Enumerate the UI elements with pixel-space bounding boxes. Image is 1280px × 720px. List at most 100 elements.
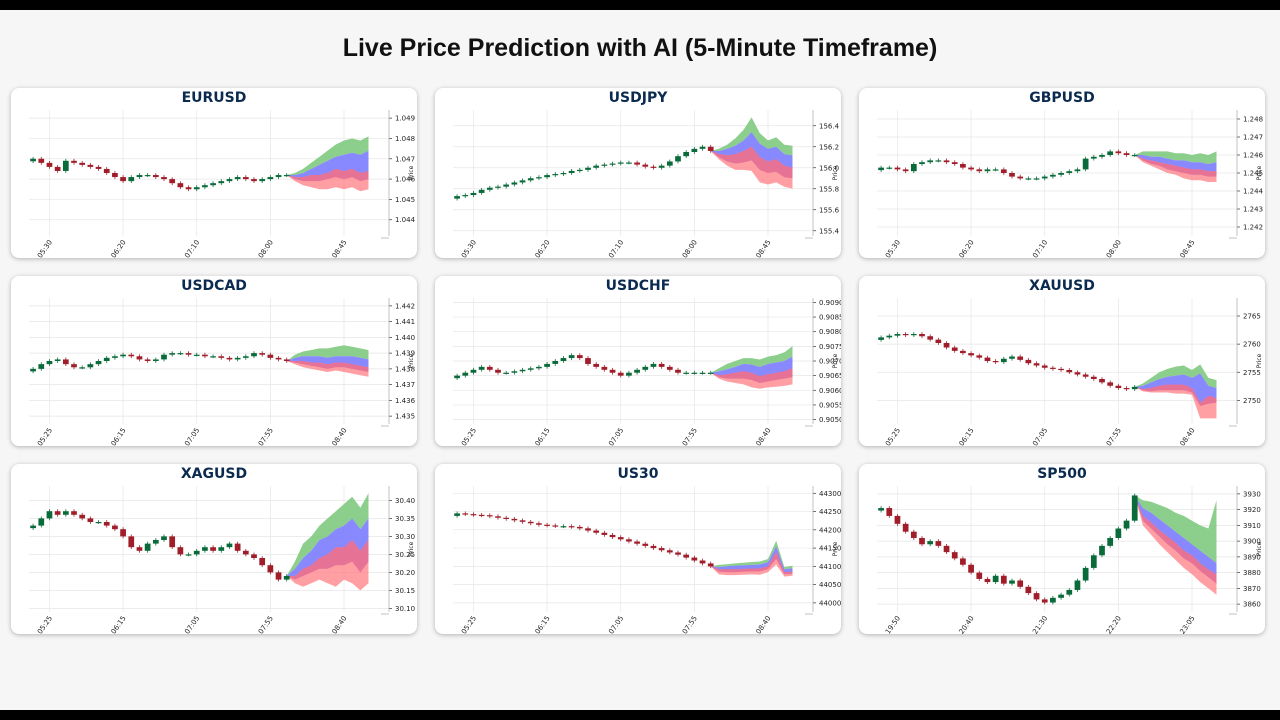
candle-bull — [95, 361, 102, 365]
y-tick-label: 0.9055 — [819, 401, 841, 409]
candle-bear — [71, 511, 77, 515]
candle-bear — [910, 531, 917, 538]
y-tick-label: 155.6 — [819, 206, 840, 214]
candle-bull — [634, 369, 640, 373]
candle-bull — [691, 148, 698, 152]
candle-bull — [707, 372, 714, 374]
y-tick-label: 1.435 — [395, 413, 415, 421]
candle-bear — [527, 521, 534, 524]
candle-bull — [536, 177, 542, 179]
x-tick-label: 06:20 — [534, 239, 552, 258]
x-tick-label: 05:30 — [36, 239, 54, 258]
candle-bear — [968, 167, 974, 170]
x-tick-label: 06:20 — [110, 239, 128, 258]
x-tick-label: 05:25 — [36, 615, 54, 634]
y-tick-label: 156.2 — [819, 143, 839, 151]
candle-bear — [658, 363, 665, 367]
forecast-band-blue — [710, 546, 793, 573]
x-tick-label: 08:40 — [755, 615, 773, 634]
candle-bull — [511, 182, 518, 185]
candle-bear — [902, 334, 909, 336]
forecast-band-blue — [286, 518, 369, 576]
x-tick-label: 07:55 — [681, 427, 699, 446]
candle-bull — [202, 547, 208, 551]
candle-bull — [927, 541, 934, 545]
candle-bear — [675, 552, 681, 555]
candle-bull — [699, 372, 706, 374]
y-tick-label: 1.248 — [1243, 116, 1263, 124]
candle-bear — [585, 528, 591, 531]
candle-bear — [968, 564, 974, 573]
candle-bull — [1009, 356, 1015, 359]
candle-bear — [1082, 374, 1089, 377]
y-tick-label: 1.438 — [395, 365, 415, 373]
x-tick-label: 08:00 — [257, 239, 275, 258]
chart-card-sp500[interactable]: SP500 3930 3920 3910 3900 3890 3880 3870 3860 Pri… — [859, 464, 1265, 634]
candle-bull — [161, 354, 167, 360]
candle-bull — [226, 543, 233, 548]
candle-bull — [919, 162, 925, 164]
candle-bear — [1017, 176, 1024, 179]
candle-bull — [910, 164, 917, 172]
candle-bull — [462, 195, 469, 197]
chart-card-usdcad[interactable]: USDCAD 1.442 1.441 1.440 1.439 1.438 1.437 1.43… — [11, 276, 417, 446]
candle-bull — [568, 170, 575, 173]
candle-bull — [984, 169, 991, 172]
x-tick-label: 05:30 — [884, 239, 902, 258]
candle-bear — [617, 372, 624, 376]
candle-bull — [560, 173, 567, 175]
y-tick-label: 1.243 — [1243, 206, 1263, 214]
y-tick-label: 44300 — [819, 490, 841, 498]
chart-card-eurusd[interactable]: EURUSD 1.049 1.048 1.047 1.046 1.045 1.044 Pric… — [11, 88, 417, 258]
candle-bear — [976, 169, 983, 172]
x-tick-label: 07:05 — [607, 615, 625, 634]
candle-bear — [1058, 368, 1064, 371]
y-tick-label: 3930 — [1243, 490, 1261, 498]
candle-bear — [470, 514, 477, 516]
y-tick-label: 30.40 — [395, 497, 415, 505]
x-tick-label: 07:05 — [183, 427, 201, 446]
candle-bull — [454, 513, 460, 516]
candle-bull — [283, 576, 290, 580]
x-tick-label: 05:30 — [460, 239, 478, 258]
chart-svg: SP500 3930 3920 3910 3900 3890 3880 3870 3860 Pri… — [877, 466, 1263, 634]
candle-bull — [544, 363, 550, 367]
candle-bull — [242, 356, 249, 358]
y-tick-label: 44250 — [819, 508, 841, 516]
forecast-band-blue — [1134, 495, 1217, 575]
y-tick-label: 30.15 — [395, 587, 415, 595]
candle-bull — [193, 354, 200, 356]
candle-bear — [1123, 153, 1130, 155]
candle-bull — [527, 368, 534, 370]
y-axis-label: Price — [832, 541, 839, 556]
candle-bear — [38, 158, 45, 163]
x-tick-label: 06:15 — [110, 427, 128, 446]
candle-bear — [919, 537, 925, 545]
candle-bear — [259, 558, 266, 566]
chart-card-usdjpy[interactable]: USDJPY 156.4 156.2 156.0 155.8 155.6 155.4 Pric… — [435, 88, 841, 258]
candle-bear — [71, 160, 77, 163]
candle-bull — [120, 354, 126, 357]
candle-bear — [1066, 370, 1073, 373]
candle-bull — [202, 185, 208, 188]
candle-bear — [486, 366, 493, 370]
chart-card-xagusd[interactable]: XAGUSD 30.40 30.35 30.30 30.25 30.20 30.15 30.1… — [11, 464, 417, 634]
candle-bear — [1115, 385, 1122, 388]
chart-card-gbpusd[interactable]: GBPUSD 1.248 1.247 1.246 1.245 1.244 1.243 1.24… — [859, 88, 1265, 258]
candle-bear — [169, 179, 176, 184]
y-tick-label: 1.242 — [1243, 224, 1263, 232]
chart-svg: USDCAD 1.442 1.441 1.440 1.439 1.438 1.437 1.43… — [29, 278, 416, 446]
candle-bear — [536, 523, 542, 525]
candle-bear — [267, 565, 274, 573]
y-tick-label: 155.8 — [819, 185, 839, 193]
candle-bear — [128, 354, 135, 357]
y-axis-label: Price — [408, 541, 415, 556]
candle-bull — [1058, 594, 1064, 598]
chart-card-xauusd[interactable]: XAUUSD 2765 2760 2755 2750 Price 05:25 06:15 07:… — [859, 276, 1265, 446]
candle-bear — [601, 532, 608, 535]
candle-bear — [609, 369, 616, 373]
candle-bear — [112, 173, 118, 178]
chart-card-us30[interactable]: US30 44300 44250 44200 44150 44100 44050 44000 P… — [435, 464, 841, 634]
